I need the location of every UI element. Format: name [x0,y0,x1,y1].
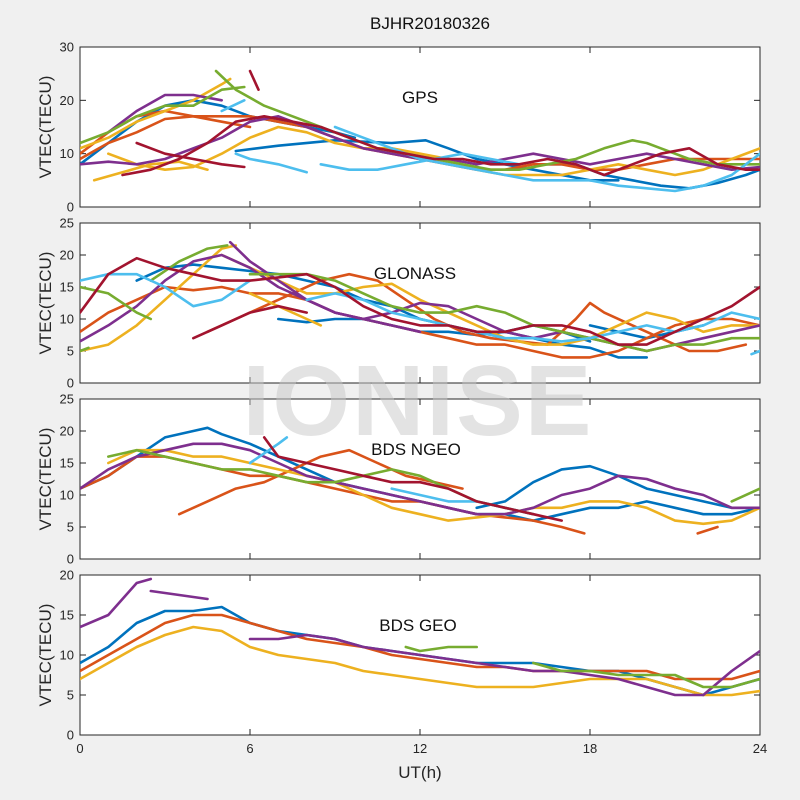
y-tick-label: 25 [60,216,74,231]
series-line-7 [730,487,760,503]
series-line-13 [80,346,90,353]
series-line-1 [80,613,760,681]
panels: 0 10 20 30 VTEC(TECU) GPS 0 5 10 15 20 25 VTEC(TECU)… [36,40,761,743]
series-line-16 [121,115,760,177]
series-line-4 [206,272,748,353]
series-line-5 [248,633,760,697]
y-tick-label: 15 [60,280,74,295]
series-line-2 [80,625,760,697]
y-tick-label: 20 [60,424,74,439]
y-tick-label: 5 [67,688,74,703]
series-line-18 [248,69,260,91]
x-tick-label: 18 [583,741,597,756]
series-line-5 [80,77,232,150]
panel-label: GPS [402,88,438,107]
y-axis-label: VTEC(TECU) [36,428,55,531]
panel-label: BDS GEO [379,616,456,635]
y-tick-label: 10 [60,146,74,161]
y-tick-label: 0 [67,376,74,391]
y-tick-label: 5 [67,520,74,535]
series-line-7 [92,160,209,182]
series-line-9 [248,436,289,465]
panel-1: 0 5 10 15 20 25 VTEC(TECU) GLONASS [36,216,761,391]
series-line-10 [80,85,246,145]
series-line-9 [228,240,422,334]
y-tick-label: 0 [67,200,74,215]
series-line-6 [404,645,478,653]
series-line-10 [262,436,563,522]
y-tick-label: 0 [67,728,74,743]
series-group [80,240,760,359]
series-line-11 [696,525,719,535]
series-line-5 [80,244,238,353]
series-line-5 [80,442,760,516]
y-tick-label: 20 [60,568,74,583]
y-tick-label: 25 [60,392,74,407]
y-tick-label: 5 [67,344,74,359]
series-line-14 [319,152,521,171]
series-line-1 [80,99,357,166]
series-line-17 [80,256,760,346]
panel-3: 0 5 10 15 20 VTEC(TECU) BDS GEO [36,568,761,743]
series-line-12 [248,272,760,353]
series-line-12 [220,99,246,113]
x-tick-label: 0 [76,741,83,756]
watermark-text: IONISE [243,345,594,457]
chart-title: BJHR20180326 [370,14,490,33]
x-tick-labels: 0 6 12 18 24 [76,741,767,756]
x-axis-label: UT(h) [398,763,441,782]
series-line-3 [80,577,153,629]
series-line-4 [149,589,209,601]
series-line-7 [248,292,323,327]
series-line-18 [192,304,308,340]
series-line-17 [135,141,246,169]
series-line-7 [532,661,760,689]
y-tick-label: 0 [67,552,74,567]
series-group [80,426,760,535]
series-group [80,577,760,697]
series-line-9 [107,93,223,134]
series-line-4 [107,448,760,526]
panel-0: 0 10 20 30 VTEC(TECU) GPS [36,40,761,215]
series-line-3 [177,448,464,516]
series-line-15 [305,292,760,343]
y-tick-label: 15 [60,608,74,623]
x-tick-label: 24 [753,741,767,756]
y-tick-label: 15 [60,456,74,471]
x-tick-label: 6 [246,741,253,756]
y-tick-label: 20 [60,248,74,263]
x-tick-label: 12 [413,741,427,756]
series-line-10 [80,285,153,321]
y-tick-label: 20 [60,93,74,108]
y-tick-label: 10 [60,648,74,663]
y-tick-label: 10 [60,488,74,503]
series-group [80,69,760,193]
y-tick-label: 10 [60,312,74,327]
series-line-11 [149,244,229,282]
y-axis-label: VTEC(TECU) [36,76,55,179]
series-line-16 [750,349,760,356]
panel-label: GLONASS [374,264,456,283]
series-line-11 [214,69,760,171]
panel-2: 0 5 10 15 20 25 VTEC(TECU) BDS NGEO [36,392,761,567]
series-line-13 [234,152,308,174]
series-line-6 [107,125,760,177]
panel-label: BDS NGEO [371,440,461,459]
y-tick-label: 30 [60,40,74,55]
y-axis-label: VTEC(TECU) [36,604,55,707]
panel-frame [79,46,761,208]
y-axis-label: VTEC(TECU) [36,252,55,355]
